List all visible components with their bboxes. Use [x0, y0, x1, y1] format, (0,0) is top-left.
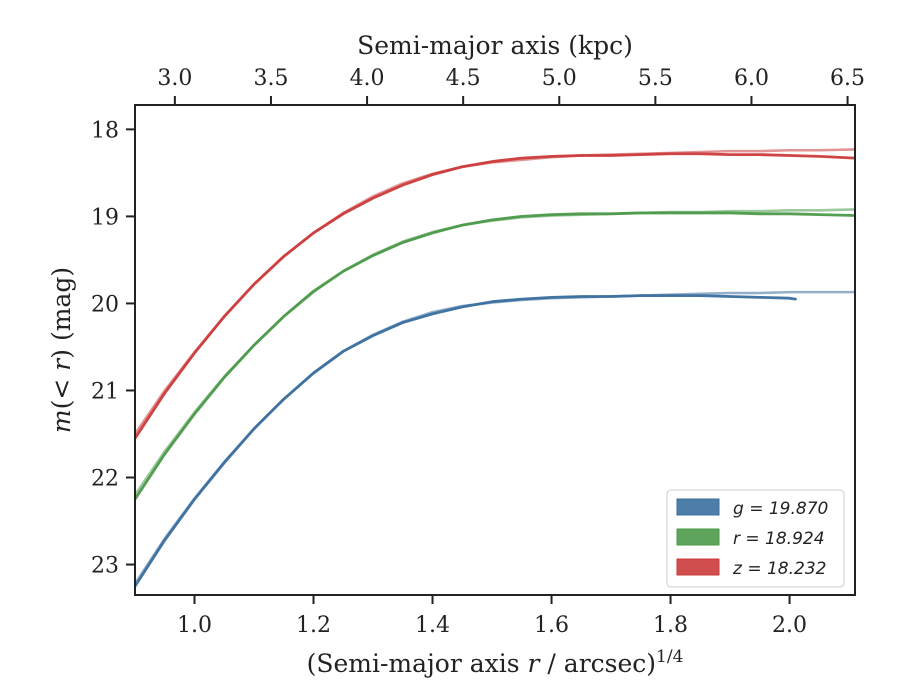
- series-r-data-line: [135, 211, 855, 501]
- series-z-data-line: [135, 152, 855, 440]
- x-tick-label: 1.4: [415, 613, 450, 638]
- top-x-axis: 3.0 3.5 4.0 4.5 5.0 5.5 6.0 6.5: [157, 66, 865, 105]
- top-x-tick-label: 5.0: [542, 66, 577, 91]
- series-g-data-line: [135, 294, 797, 588]
- y-axis: 18 19 20 21 22 23: [91, 118, 135, 579]
- top-x-tick-label: 3.0: [157, 66, 192, 91]
- y-tick-label: 22: [91, 467, 119, 492]
- x-tick-label: 1.8: [653, 613, 688, 638]
- x-axis-title-exponent: 1/4: [656, 647, 683, 667]
- y-axis-title: m(< r) (mag): [47, 267, 76, 433]
- y-tick-label: 20: [91, 292, 119, 317]
- plot-area: [135, 148, 855, 588]
- top-x-tick-label: 5.5: [638, 66, 673, 91]
- x-axis-title: (Semi-major axis r / arcsec)1/4: [307, 647, 684, 678]
- top-x-tick-label: 4.0: [350, 66, 385, 91]
- legend-label-z: z = 18.232: [732, 559, 826, 579]
- legend-swatch-z: [676, 558, 720, 576]
- bottom-x-axis: 1.0 1.2 1.4 1.6 1.8 2.0: [177, 595, 807, 638]
- x-tick-label: 1.6: [534, 613, 569, 638]
- legend-swatch-r: [676, 528, 720, 546]
- y-tick-label: 21: [91, 379, 119, 404]
- x-tick-label: 2.0: [772, 613, 807, 638]
- x-tick-label: 1.0: [177, 613, 212, 638]
- legend-label-g: g = 19.870: [733, 499, 828, 519]
- series-r-model-line: [135, 208, 855, 497]
- y-tick-label: 19: [91, 205, 119, 230]
- legend: g = 19.870 r = 18.924 z = 18.232: [666, 489, 845, 588]
- x-tick-label: 1.2: [296, 613, 331, 638]
- legend-swatch-g: [676, 498, 720, 516]
- top-x-tick-label: 3.5: [253, 66, 288, 91]
- top-x-tick-label: 6.0: [734, 66, 769, 91]
- top-x-tick-label: 6.5: [830, 66, 865, 91]
- y-tick-label: 23: [91, 554, 119, 579]
- plot-frame: [134, 104, 856, 596]
- top-x-tick-label: 4.5: [446, 66, 481, 91]
- top-x-axis-title: Semi-major axis (kpc): [357, 31, 633, 60]
- legend-label-r: r = 18.924: [733, 529, 825, 549]
- x-axis-title-main: (Semi-major axis r / arcsec): [307, 649, 656, 678]
- y-tick-label: 18: [91, 118, 119, 143]
